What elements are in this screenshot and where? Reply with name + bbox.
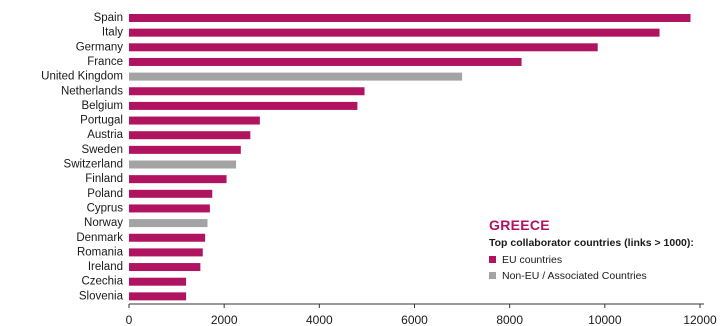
x-tick-label: 10000 [588,313,622,326]
category-label-united-kingdom: United Kingdom [41,71,123,83]
category-label-austria: Austria [87,129,123,141]
category-label-denmark: Denmark [76,232,123,244]
category-label-sweden: Sweden [81,144,123,156]
bar-cyprus [129,204,210,213]
bars-group [129,14,691,301]
bar-poland [129,189,213,198]
bar-finland [129,175,227,184]
legend-label-eu: EU countries [502,253,563,266]
category-label-spain: Spain [94,12,123,24]
category-labels: Spain Italy Germany France United Kingdom Net… [41,12,123,302]
legend: GREECE Top collaborator countries (links… [489,217,719,285]
legend-item-eu: EU countries [489,253,719,266]
legend-subtitle: Top collaborator countries (links > 1000… [489,237,694,249]
bar-norway [129,219,208,228]
category-label-norway: Norway [84,217,123,229]
bar-sweden [129,145,241,154]
category-label-cyprus: Cyprus [87,202,124,214]
x-axis-ticks: 0 2000 4000 6000 8000 10000 12000 [126,304,717,326]
category-label-germany: Germany [76,41,124,53]
bar-denmark [129,233,206,242]
category-label-italy: Italy [102,27,123,39]
bar-netherlands [129,87,365,96]
x-tick-label: 8000 [496,313,523,326]
legend-title: GREECE [489,217,550,233]
category-label-czechia: Czechia [81,276,123,288]
bar-austria [129,131,251,140]
bar-france [129,57,522,66]
category-label-belgium: Belgium [81,100,123,112]
bar-slovenia [129,292,187,301]
legend-label-non-eu: Non-EU / Associated Countries [502,269,647,282]
bar-united-kingdom [129,72,463,81]
x-tick-label: 0 [126,313,133,326]
legend-swatch-non-eu [489,272,496,279]
legend-swatch-eu [489,256,496,263]
category-label-switzerland: Switzerland [64,159,123,171]
category-label-poland: Poland [87,188,123,200]
bar-switzerland [129,160,237,169]
x-tick-label: 2000 [211,313,238,326]
category-label-slovenia: Slovenia [79,290,124,302]
x-tick-label: 12000 [683,313,717,326]
bar-ireland [129,263,201,272]
bar-spain [129,14,691,22]
category-label-france: France [87,56,123,68]
category-label-finland: Finland [85,173,123,185]
category-label-ireland: Ireland [88,261,123,273]
legend-item-non-eu: Non-EU / Associated Countries [489,269,719,282]
x-tick-label: 4000 [306,313,333,326]
bar-italy [129,28,660,37]
x-tick-label: 6000 [401,313,428,326]
category-label-netherlands: Netherlands [61,85,123,97]
category-label-portugal: Portugal [80,115,123,127]
bar-czechia [129,277,187,286]
bar-belgium [129,101,358,110]
bar-romania [129,248,203,257]
bar-portugal [129,116,260,125]
category-label-romania: Romania [77,246,124,258]
bar-germany [129,43,598,52]
